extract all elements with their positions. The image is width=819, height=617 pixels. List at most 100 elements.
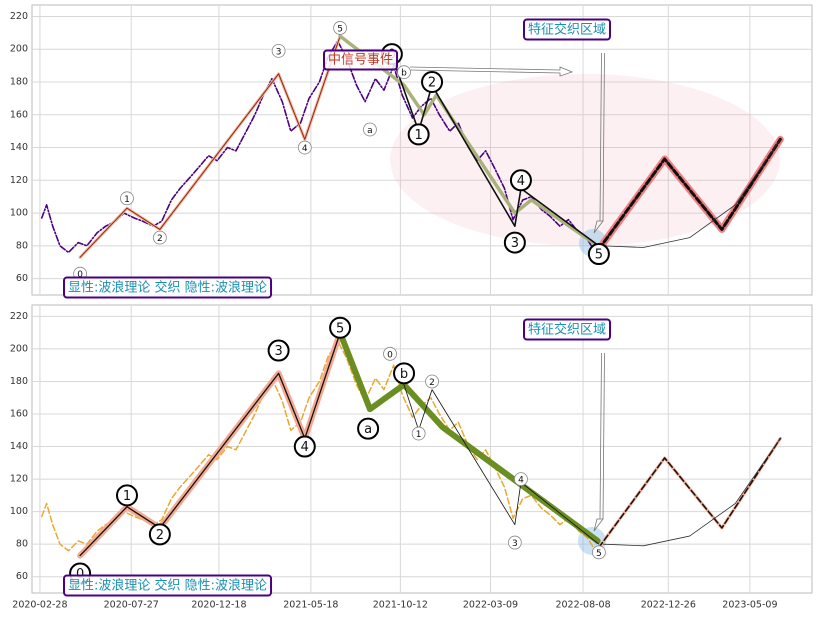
annotation-box <box>63 574 273 597</box>
arrow <box>593 352 605 532</box>
y-tick-label: 200 <box>10 343 28 354</box>
x-tick-label: 2023-05-09 <box>722 600 777 611</box>
y-tick-label: 100 <box>10 506 28 517</box>
y-tick-label: 60 <box>16 273 28 284</box>
y-tick-label: 60 <box>16 571 28 582</box>
wave-label-circle <box>115 484 138 507</box>
annotation: 特征交织区域 <box>528 322 606 338</box>
wave-label: 0 <box>76 567 84 582</box>
x-tick-label: 2020-07-27 <box>104 600 159 611</box>
x-tick-label: 2022-12-26 <box>641 600 696 611</box>
y-tick-label: 140 <box>10 441 28 452</box>
wave-label-circle <box>407 123 430 146</box>
x-tick-label: 2022-08-08 <box>555 600 610 611</box>
wave-label: b <box>400 367 408 382</box>
arrow <box>409 66 574 77</box>
y-tick-label: 140 <box>10 142 28 153</box>
wave-label-circle <box>329 316 352 339</box>
wave-label: 2 <box>429 378 435 388</box>
series-line <box>403 384 600 545</box>
wave-label: 4 <box>302 144 308 154</box>
wave-label: 4 <box>517 174 525 189</box>
y-tick-label: 100 <box>10 208 28 219</box>
wave-label: 4 <box>518 476 524 486</box>
annotation: 显性:波浪理论 交织 隐性:波浪理论 <box>68 578 267 594</box>
series-line <box>79 332 341 557</box>
wave-label: 5 <box>337 24 343 34</box>
wave-label-circle <box>271 43 286 58</box>
x-tick-label: 2020-12-18 <box>191 600 246 611</box>
annotation-box <box>523 318 612 341</box>
y-tick-label: 200 <box>10 44 28 55</box>
wave-label-circle <box>509 169 532 192</box>
wave-label: 0 <box>387 350 393 360</box>
wave-label: b <box>401 69 407 79</box>
wave-label: a <box>367 126 373 136</box>
wave-label: 5 <box>336 321 344 336</box>
wave-label-circle <box>297 140 312 155</box>
x-tick-label: 2021-05-18 <box>283 600 338 611</box>
annotation: 特征交织区域 <box>528 22 606 38</box>
wave-label-circle <box>514 472 528 487</box>
annotation-box <box>523 18 612 41</box>
wave-label: 1 <box>416 430 422 440</box>
wave-label: 1 <box>124 195 130 205</box>
y-tick-label: 220 <box>10 311 28 322</box>
annotation-box <box>63 276 273 299</box>
y-tick-label: 220 <box>10 11 28 22</box>
y-tick-label: 180 <box>10 376 28 387</box>
wave-label-circle <box>267 339 290 362</box>
y-tick-label: 160 <box>10 409 28 420</box>
wave-label-circle <box>357 417 380 440</box>
wave-label: 2 <box>428 76 436 91</box>
y-tick-label: 120 <box>10 474 28 485</box>
wave-label-circle <box>120 191 134 206</box>
series-line <box>597 137 782 251</box>
wave-label-circle <box>421 71 444 94</box>
wave-label-circle <box>152 230 167 245</box>
wave-label: 1 <box>123 489 131 504</box>
series-line <box>79 35 341 258</box>
plot-area <box>31 304 813 594</box>
x-tick-label: 2020-02-28 <box>12 600 67 611</box>
y-tick-label: 180 <box>10 77 28 88</box>
wave-label: a <box>364 422 372 437</box>
y-tick-label: 80 <box>16 539 28 550</box>
plot-area <box>31 4 813 296</box>
x-tick-label: 2021-10-12 <box>373 600 428 611</box>
wave-label: 4 <box>301 440 309 455</box>
annotation: 显性:波浪理论 交织 隐性:波浪理论 <box>68 280 267 296</box>
wave-label: 0 <box>77 270 83 280</box>
wave-label-circle <box>587 243 610 266</box>
series-line <box>40 40 595 254</box>
series-line <box>602 138 781 248</box>
arrow <box>593 52 605 234</box>
wave-label-circle <box>333 21 348 35</box>
wave-label-circle <box>293 435 316 458</box>
wave-label-circle <box>383 346 397 361</box>
wave-label-circle <box>393 362 416 385</box>
wave-label-circle <box>507 535 522 550</box>
wave-label: 3 <box>512 539 518 549</box>
wave-label-circle <box>363 122 377 137</box>
series-line <box>40 340 595 552</box>
series-line <box>338 34 600 248</box>
wave-label: 3 <box>511 236 519 251</box>
annotation-box <box>323 49 399 71</box>
wave-label: 5 <box>596 549 602 559</box>
wave-label-circle <box>411 426 426 441</box>
y-tick-label: 80 <box>16 240 28 251</box>
series-line <box>598 437 782 549</box>
wave-label: 1 <box>415 128 423 143</box>
wave-label: 3 <box>276 47 282 57</box>
wave-label: 3 <box>274 344 282 359</box>
region <box>390 74 780 246</box>
wave-label-circle <box>397 65 411 80</box>
wave-label-circle <box>503 231 526 254</box>
wave-label: 5 <box>595 248 603 263</box>
series-line <box>602 438 781 547</box>
wave-label: 2 <box>157 234 163 244</box>
y-tick-label: 120 <box>10 175 28 186</box>
wave-label-circle <box>591 545 606 560</box>
